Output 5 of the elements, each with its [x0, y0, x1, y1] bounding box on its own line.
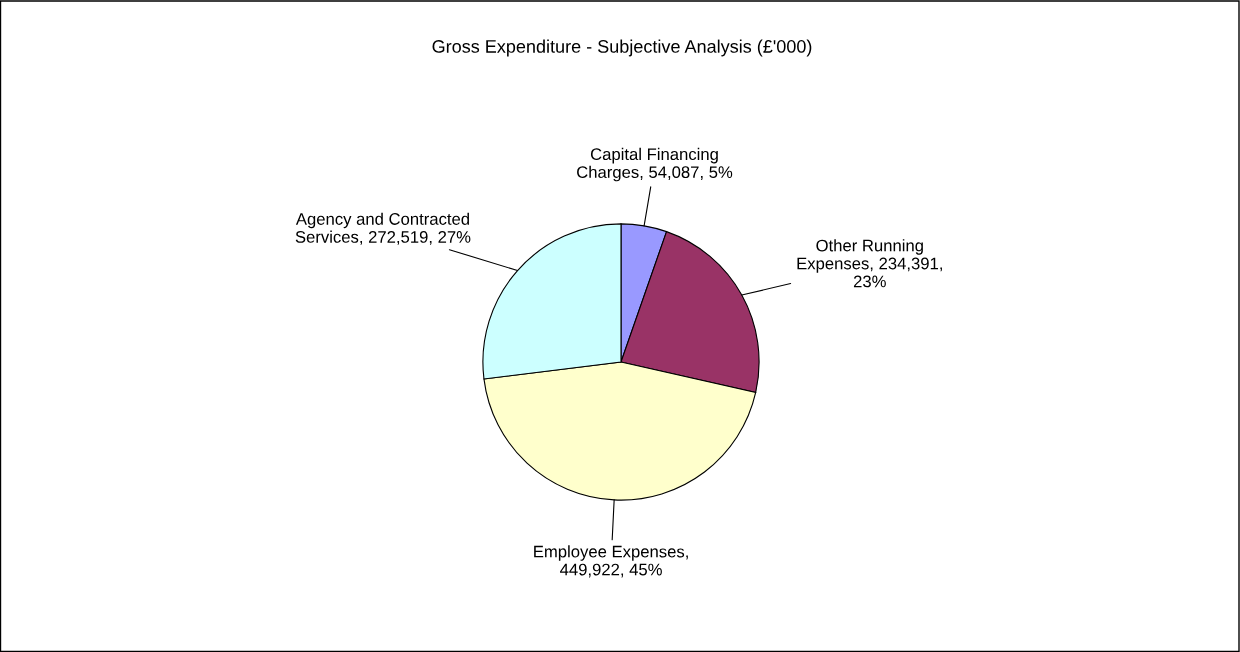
chart-title: Gross Expenditure - Subjective Analysis (£'000)	[432, 39, 812, 57]
slice-label: Capital Financing Charges, 54,087, 5%	[577, 147, 733, 182]
slice-label: Other Running Expenses, 234,391, 23%	[797, 239, 942, 288]
slice-label: Agency and Contracted Services, 272,519, 27%	[295, 212, 471, 245]
slice-label: Employee Expenses, 449,922, 45%	[534, 545, 688, 578]
